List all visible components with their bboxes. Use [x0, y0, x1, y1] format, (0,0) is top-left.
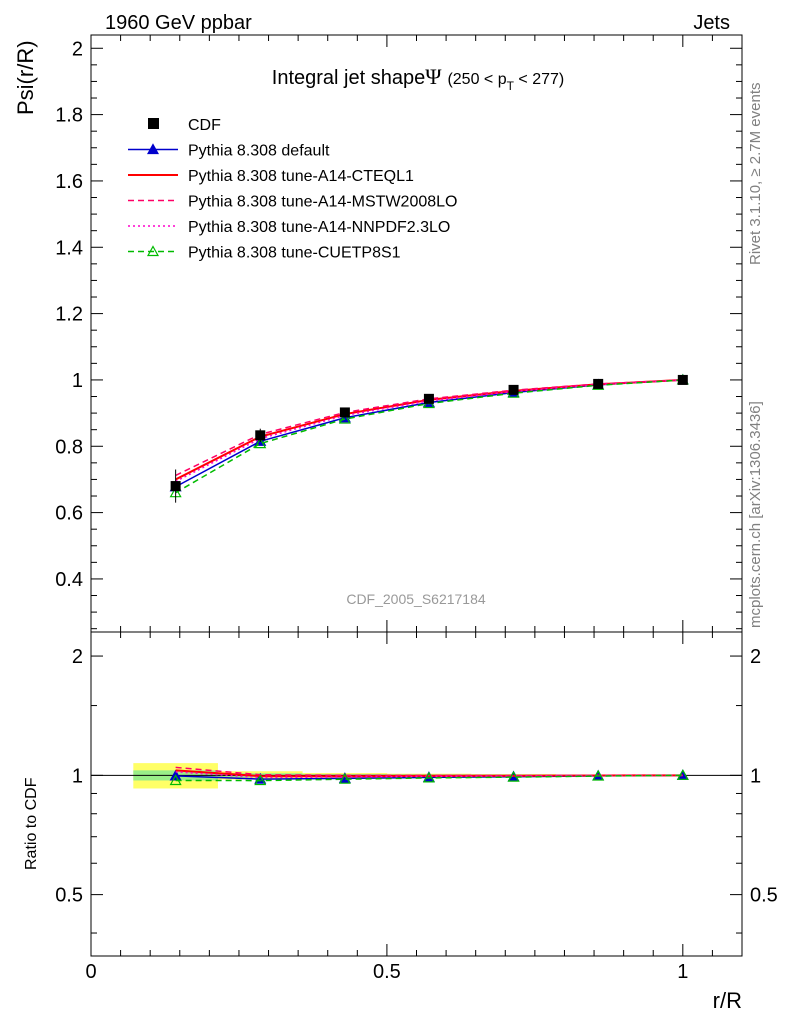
y-tick-label: 1	[72, 370, 83, 392]
mcplots-label: mcplots.cern.ch [arXiv:1306.3436]	[747, 401, 764, 628]
y-axis-title: Psi(r/R)	[13, 40, 38, 115]
ratio-tick-label-left: 0.5	[55, 885, 83, 907]
legend-marker	[146, 143, 160, 155]
legend-cdf-label: CDF	[188, 117, 221, 134]
ratio-series-point	[338, 772, 351, 784]
y-tick-label: 0.6	[55, 503, 83, 525]
legend-label: Pythia 8.308 tune-A14-NNPDF2.3LO	[188, 219, 450, 236]
y-tick-label: 1.8	[55, 105, 83, 127]
series-layer	[169, 373, 689, 498]
cdf-data-point	[677, 374, 688, 385]
title-main: Integral jet shape	[272, 67, 425, 89]
chart-title: Integral jet shapeΨ (250 < pT < 277)	[272, 64, 564, 93]
rivet-version-label: Rivet 3.1.10, ≥ 2.7M events	[747, 83, 764, 266]
x-tick-label: 1	[677, 961, 688, 983]
cdf-data-point	[423, 393, 434, 404]
legend-label: Pythia 8.308 tune-CUETP8S1	[188, 245, 401, 262]
ratio-tick-label-left: 1	[72, 765, 83, 787]
y-tick-label: 0.4	[55, 569, 83, 591]
legend-label: Pythia 8.308 tune-A14-CTEQL1	[188, 168, 414, 185]
ratio-tick-label-right: 0.5	[750, 885, 778, 907]
legend-cdf-marker	[148, 118, 159, 129]
ratio-series-point	[422, 771, 435, 783]
cdf-data-point	[508, 384, 519, 395]
cdf-data-point	[255, 430, 266, 441]
y-tick-label: 2	[72, 38, 83, 60]
ratio-tick-label-right: 1	[750, 765, 761, 787]
ratio-series-point	[254, 774, 267, 786]
ratio-series-point	[592, 769, 605, 781]
cdf-data-point	[170, 481, 181, 492]
ratio-tick-label-left: 2	[72, 646, 83, 668]
title-psi-symbol: Ψ	[425, 64, 442, 89]
analysis-watermark: CDF_2005_S6217184	[346, 591, 486, 607]
legend-marker	[146, 245, 160, 257]
ratio-series-layer	[169, 766, 689, 786]
ratio-series-point	[507, 770, 520, 782]
ratio-series-line	[175, 774, 683, 782]
header-energy: 1960 GeV ppbar	[105, 12, 252, 34]
title-range-sub: T	[507, 79, 515, 93]
cdf-data-layer	[170, 374, 688, 503]
axes-layer: 0 0.5 1 0.4 0.6 0.8 1 1.2 1.4 1.6 1.8 2 0.5 0.5 1 1 2 2	[55, 34, 778, 983]
series-point	[338, 412, 351, 424]
x-tick-label: 0.5	[373, 961, 401, 983]
y-tick-label: 0.8	[55, 436, 83, 458]
title-range-open: (250 < p	[447, 71, 506, 88]
y-tick-label: 1.4	[55, 237, 83, 259]
x-tick-label: 0	[85, 961, 96, 983]
x-axis-title: r/R	[713, 988, 742, 1013]
cdf-data-point	[593, 378, 604, 389]
ratio-axis-title: Ratio to CDF	[23, 777, 40, 870]
title-range-close: < 277)	[514, 71, 564, 88]
header-process: Jets	[693, 12, 730, 34]
legend-label: Pythia 8.308 default	[188, 143, 330, 160]
series-point	[254, 437, 267, 449]
ratio-panel-frame	[90, 631, 743, 957]
cdf-data-point	[339, 407, 350, 418]
ratio-tick-label-right: 2	[750, 646, 761, 668]
ratio-series-point	[169, 774, 182, 786]
y-tick-label: 1.6	[55, 171, 83, 193]
legend: CDF Pythia 8.308 default Pythia 8.308 tune…	[128, 117, 457, 262]
ratio-series-point	[676, 769, 689, 780]
legend-label: Pythia 8.308 tune-A14-MSTW2008LO	[188, 194, 457, 211]
y-tick-label: 1.2	[55, 304, 83, 326]
